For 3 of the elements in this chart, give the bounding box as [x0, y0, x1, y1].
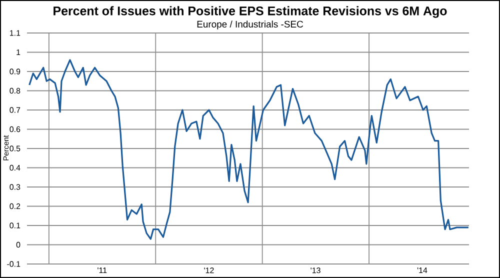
chart-subtitle: Europe / Industrials -SEC — [197, 20, 304, 30]
chart-title: Percent of Issues with Positive EPS Estimate Revisions vs 6M Ago — [54, 6, 447, 18]
line-series — [28, 59, 470, 240]
